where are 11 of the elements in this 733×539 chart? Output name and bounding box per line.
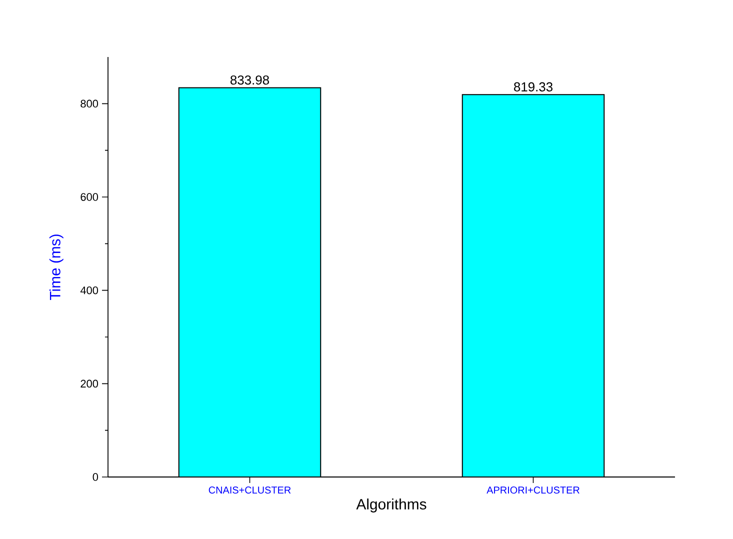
- data-label: 819.33: [514, 82, 552, 92]
- y-tick-label: 400: [80, 286, 98, 294]
- y-axis-title: Time (ms): [49, 234, 64, 300]
- x-tick-label: APRIORI+CLUSTER: [486, 486, 580, 494]
- x-tick-label: CNAIS+CLUSTER: [208, 486, 291, 494]
- y-tick-label: 0: [92, 473, 98, 481]
- y-tick-label: 600: [80, 193, 98, 201]
- y-tick-label: 200: [80, 380, 98, 388]
- data-label: 833.98: [230, 75, 269, 85]
- x-axis-title: Algorithms: [356, 498, 426, 512]
- y-tick-label: 800: [80, 100, 98, 108]
